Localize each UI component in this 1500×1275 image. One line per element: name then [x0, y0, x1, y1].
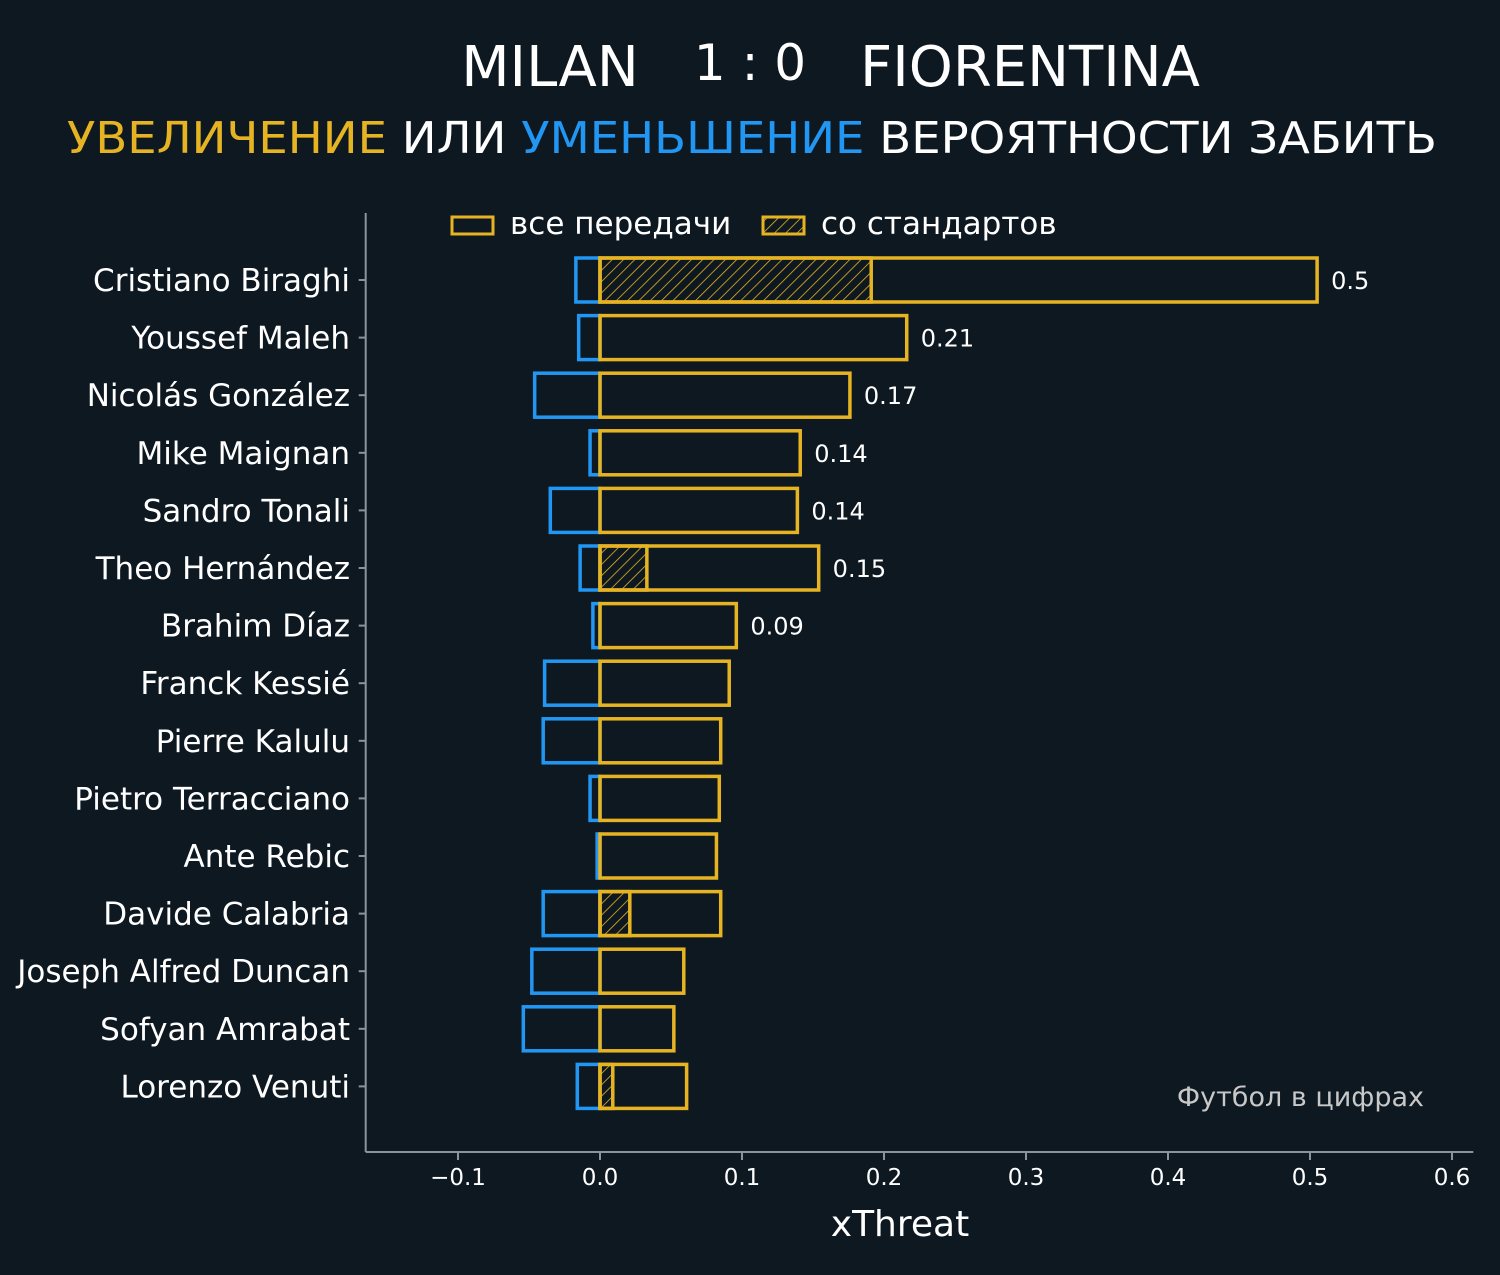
bar-increase — [598, 774, 722, 823]
player-label: Sofyan Amrabat — [100, 1012, 350, 1048]
title-home-team: MILAN — [461, 35, 639, 100]
bar-increase — [598, 1062, 689, 1111]
data-label: 0.15 — [833, 555, 886, 583]
subtitle-increase: УВЕЛИЧЕНИЕ — [67, 113, 402, 164]
bar-increase — [598, 717, 723, 765]
y-tick-labels: Cristiano Biraghi Youssef Maleh Nicolás Go… — [15, 263, 350, 1105]
x-axis-label: xThreat — [831, 1204, 969, 1245]
title-away-team: FIORENTINA — [860, 35, 1200, 100]
player-label: Franck Kessié — [140, 666, 350, 702]
subtitle-rest: ВЕРОЯТНОСТИ ЗАБИТЬ — [879, 113, 1437, 164]
legend-label-set-pieces: со стандартов — [821, 206, 1057, 242]
data-label: 0.5 — [1331, 267, 1369, 295]
data-label: 0.21 — [921, 325, 974, 353]
bar-set-pieces — [598, 544, 649, 592]
x-tick-labels: −0.1 0.0 0.1 0.2 0.3 0.4 0.5 0.6 — [430, 1165, 1470, 1191]
bars — [521, 256, 1319, 1111]
bar-increase — [598, 371, 852, 419]
data-label: 0.17 — [864, 382, 917, 410]
bar-increase — [598, 832, 719, 880]
player-label: Pierre Kalulu — [156, 724, 350, 760]
player-label: Joseph Alfred Duncan — [15, 954, 350, 990]
bar-set-pieces — [598, 256, 873, 304]
x-tick-label-2: 0.1 — [724, 1165, 761, 1191]
player-label: Pietro Terracciano — [74, 781, 350, 817]
subtitle: УВЕЛИЧЕНИЕ ИЛИ УМЕНЬШЕНИЕ ВЕРОЯТНОСТИ ЗА… — [67, 113, 1437, 164]
watermark: Футбол в цифрах — [1177, 1082, 1424, 1113]
legend-swatch-set-pieces — [761, 215, 806, 236]
legend-swatch-all-passes — [450, 215, 495, 236]
player-label: Sandro Tonali — [143, 493, 350, 529]
player-label: Nicolás González — [87, 378, 350, 414]
player-label: Lorenzo Venuti — [120, 1069, 350, 1105]
player-label: Theo Hernández — [95, 551, 350, 587]
data-label: 0.14 — [811, 497, 864, 525]
player-label: Mike Maignan — [137, 436, 350, 472]
title-score: 1 : 0 — [694, 34, 806, 92]
legend: все передачи со стандартов — [450, 206, 1057, 242]
x-tick-label-5: 0.4 — [1150, 1165, 1187, 1191]
player-label: Youssef Maleh — [130, 321, 350, 357]
bar-increase — [598, 256, 1319, 304]
data-label: 0.14 — [814, 440, 867, 468]
bar-increase — [598, 601, 739, 650]
bar-increase — [598, 659, 731, 707]
bar-increase — [598, 486, 800, 535]
subtitle-decrease: УМЕНЬШЕНИЕ — [521, 113, 879, 164]
bar-increase — [598, 947, 686, 995]
player-label: Davide Calabria — [103, 897, 350, 933]
bar-set-pieces — [598, 1062, 615, 1111]
bar-increase — [598, 544, 821, 592]
x-tick-label-7: 0.6 — [1434, 1165, 1471, 1191]
subtitle-or: ИЛИ — [402, 113, 521, 164]
x-tick-label-6: 0.5 — [1292, 1165, 1329, 1191]
legend-label-all-passes: все передачи — [510, 206, 731, 242]
player-label: Cristiano Biraghi — [93, 263, 350, 299]
data-label: 0.09 — [750, 613, 803, 641]
bar-set-pieces — [598, 889, 632, 938]
bar-increase — [598, 429, 802, 477]
player-label: Brahim Díaz — [161, 609, 350, 645]
bar-increase — [598, 313, 909, 362]
x-tick-label-3: 0.2 — [866, 1165, 903, 1191]
bar-increase — [598, 889, 723, 938]
x-tick-label-0: −0.1 — [430, 1165, 486, 1191]
bar-increase — [598, 1005, 676, 1053]
player-label: Ante Rebic — [184, 839, 351, 875]
axes — [358, 213, 1474, 1160]
x-tick-label-1: 0.0 — [582, 1165, 619, 1191]
data-labels: 0.5 0.21 0.17 0.14 0.14 0.15 0.09 — [750, 267, 1369, 641]
x-tick-label-4: 0.3 — [1008, 1165, 1045, 1191]
